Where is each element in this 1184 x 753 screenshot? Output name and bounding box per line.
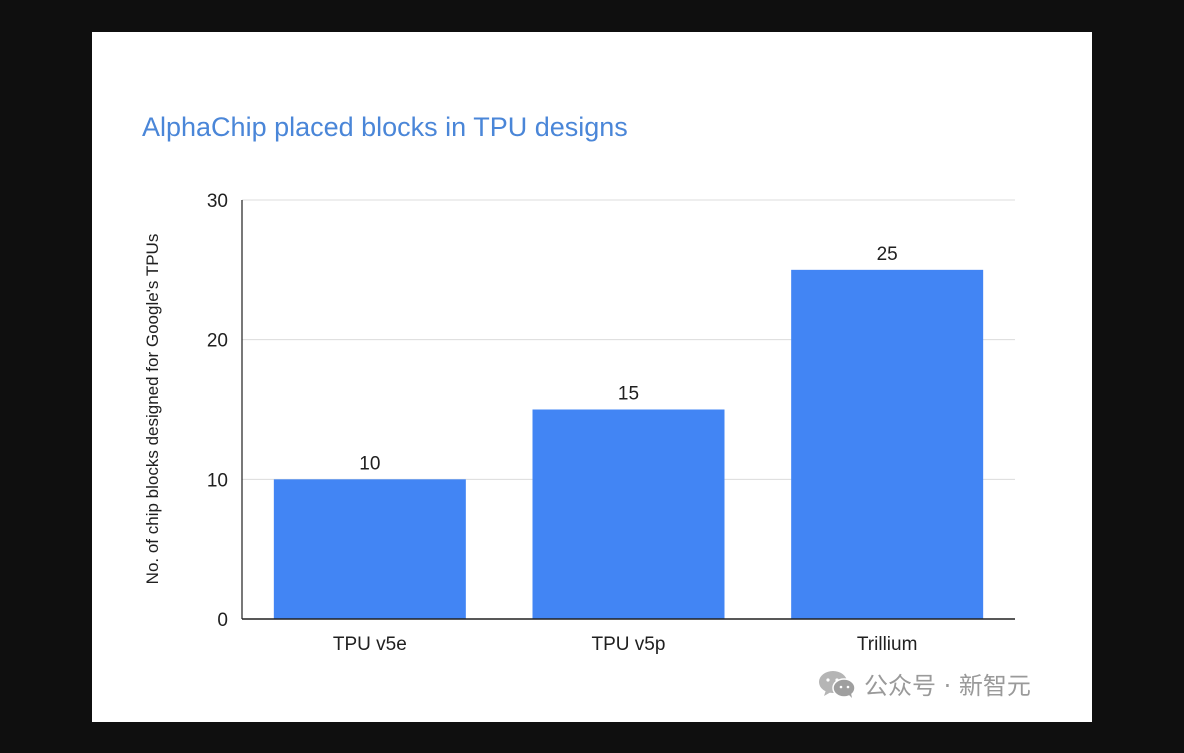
x-tick-label: Trillium xyxy=(857,634,918,655)
bar-chart: 0 10 20 30 10 TPU v5e 15 TPU v5p 25 Trillium No.… xyxy=(143,191,1015,655)
y-tick-label: 20 xyxy=(207,331,228,352)
watermark-text: 公众号 · 新智元 xyxy=(864,672,1031,700)
y-axis-label: No. of chip blocks designed for Google's… xyxy=(143,234,162,585)
y-tick-label: 30 xyxy=(207,191,228,212)
bar-tpu-v5e xyxy=(273,479,466,619)
chart-card: AlphaChip placed blocks in TPU designs 0… xyxy=(92,32,1092,722)
data-label: 15 xyxy=(618,384,639,405)
x-tick-label: TPU v5p xyxy=(592,634,666,655)
chart-title: AlphaChip placed blocks in TPU designs xyxy=(142,112,628,142)
bar-trillium xyxy=(791,269,984,619)
watermark: 公众号 · 新智元 xyxy=(818,666,1031,701)
wechat-icon xyxy=(819,670,856,698)
x-tick-label: TPU v5e xyxy=(333,634,407,655)
y-tick-label: 0 xyxy=(217,610,228,631)
bar-tpu-v5p xyxy=(532,409,725,619)
data-label: 10 xyxy=(359,453,380,474)
y-tick-label: 10 xyxy=(207,470,228,491)
data-label: 25 xyxy=(877,244,898,265)
